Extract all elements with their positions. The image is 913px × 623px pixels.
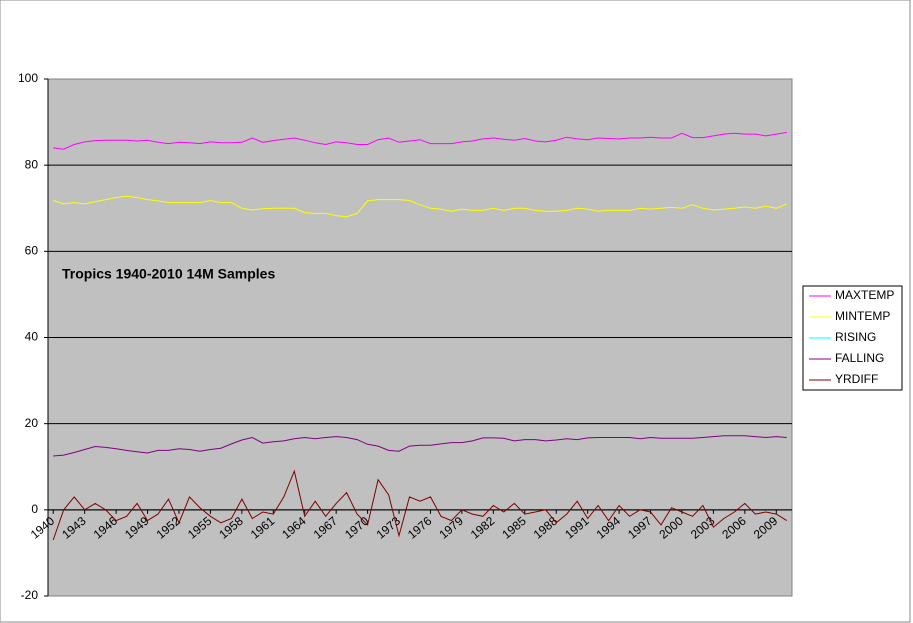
y-tick-label: 40 bbox=[25, 330, 39, 344]
chart-title: Tropics 1940-2010 14M Samples bbox=[62, 266, 275, 282]
y-tick-label: 20 bbox=[25, 416, 39, 430]
legend-label: YRDIFF bbox=[835, 372, 878, 386]
y-tick-label: -20 bbox=[21, 588, 39, 602]
y-tick-label: 80 bbox=[25, 157, 39, 171]
legend-label: MINTEMP bbox=[835, 309, 890, 323]
y-tick-label: 60 bbox=[25, 244, 39, 258]
y-tick-label: 0 bbox=[31, 502, 38, 516]
series-line bbox=[53, 195, 787, 218]
y-tick-label: 100 bbox=[18, 71, 38, 85]
legend-label: RISING bbox=[835, 330, 876, 344]
series-line bbox=[52, 469, 788, 541]
legend-label: FALLING bbox=[835, 351, 884, 365]
series-line bbox=[53, 131, 787, 150]
series-line bbox=[53, 435, 787, 457]
legend-label: MAXTEMP bbox=[835, 288, 894, 302]
